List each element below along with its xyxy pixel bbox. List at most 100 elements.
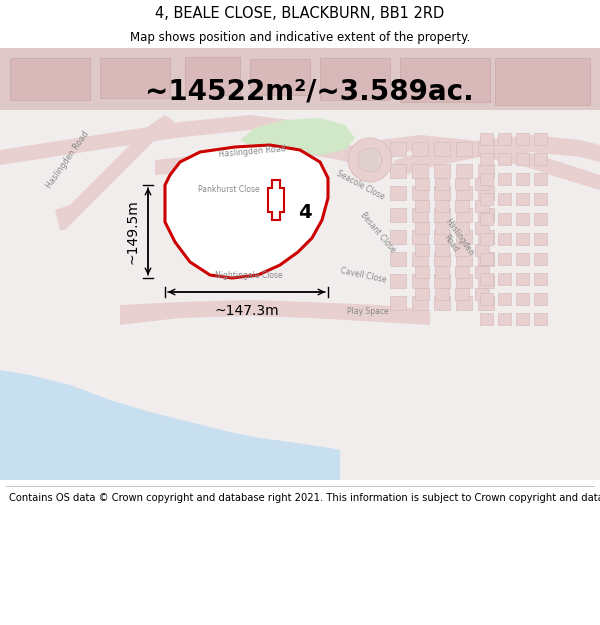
Text: Seacole Close: Seacole Close	[335, 169, 386, 201]
Bar	[475, 288, 489, 300]
Bar	[456, 296, 472, 310]
Text: 4, BEALE CLOSE, BLACKBURN, BB1 2RD: 4, BEALE CLOSE, BLACKBURN, BB1 2RD	[155, 6, 445, 21]
Bar	[412, 274, 428, 288]
Bar	[415, 200, 429, 212]
Bar	[390, 186, 406, 200]
Bar	[415, 222, 429, 234]
Polygon shape	[155, 140, 370, 175]
Bar	[412, 208, 428, 222]
Bar	[516, 173, 529, 185]
Bar	[534, 173, 547, 185]
Text: ~149.5m: ~149.5m	[125, 199, 139, 264]
Bar	[320, 58, 390, 100]
Bar	[534, 153, 547, 165]
Bar	[435, 266, 449, 278]
Bar	[456, 230, 472, 244]
Bar	[390, 252, 406, 266]
Bar	[455, 200, 469, 212]
Bar	[390, 230, 406, 244]
Bar	[415, 288, 429, 300]
Bar	[400, 58, 490, 102]
Text: Cavell Close: Cavell Close	[340, 266, 388, 284]
Bar	[480, 173, 493, 185]
Bar	[480, 313, 493, 325]
Bar	[516, 253, 529, 265]
Bar	[498, 133, 511, 145]
Bar	[516, 133, 529, 145]
Bar	[534, 193, 547, 205]
Polygon shape	[224, 191, 248, 205]
Bar	[390, 164, 406, 178]
Bar	[456, 252, 472, 266]
Text: Pankhurst Close: Pankhurst Close	[198, 186, 260, 194]
Text: ~147.3m: ~147.3m	[214, 304, 279, 318]
Bar	[478, 208, 494, 222]
Text: Contains OS data © Crown copyright and database right 2021. This information is : Contains OS data © Crown copyright and d…	[9, 493, 600, 503]
Polygon shape	[198, 202, 218, 216]
Text: Nightingale Close: Nightingale Close	[215, 271, 283, 279]
Bar	[434, 142, 450, 156]
Bar	[498, 313, 511, 325]
Bar	[516, 233, 529, 245]
Polygon shape	[390, 135, 600, 177]
Bar	[455, 222, 469, 234]
Bar	[478, 274, 494, 288]
Bar	[475, 200, 489, 212]
Polygon shape	[0, 370, 340, 480]
Bar	[534, 253, 547, 265]
Bar	[435, 244, 449, 256]
Bar	[455, 244, 469, 256]
Bar	[516, 213, 529, 225]
Bar	[435, 222, 449, 234]
Bar	[480, 193, 493, 205]
Polygon shape	[254, 245, 270, 260]
Bar	[434, 274, 450, 288]
Polygon shape	[0, 115, 310, 180]
Bar	[534, 233, 547, 245]
Polygon shape	[254, 175, 272, 188]
Bar	[456, 208, 472, 222]
Polygon shape	[55, 115, 175, 230]
Text: Haslingden Road: Haslingden Road	[45, 130, 91, 190]
Bar	[475, 178, 489, 190]
Bar	[390, 208, 406, 222]
Bar	[455, 288, 469, 300]
Bar	[10, 58, 90, 100]
Bar	[516, 193, 529, 205]
Polygon shape	[177, 206, 192, 220]
Bar	[435, 200, 449, 212]
Bar	[498, 273, 511, 285]
Bar	[434, 252, 450, 266]
Text: Play Space: Play Space	[347, 308, 389, 316]
Bar	[456, 186, 472, 200]
Polygon shape	[224, 248, 248, 262]
Bar	[478, 164, 494, 178]
Bar	[434, 208, 450, 222]
Polygon shape	[177, 188, 192, 202]
Circle shape	[358, 148, 382, 172]
Bar	[480, 213, 493, 225]
Text: Haslingden
Road: Haslingden Road	[434, 217, 475, 263]
Bar	[412, 186, 428, 200]
Text: Besant Close: Besant Close	[358, 210, 397, 254]
Bar	[434, 164, 450, 178]
Polygon shape	[198, 222, 218, 236]
Bar	[390, 274, 406, 288]
Bar	[498, 153, 511, 165]
Bar	[475, 222, 489, 234]
Bar	[498, 213, 511, 225]
Text: Haslingden Road: Haslingden Road	[218, 144, 286, 159]
Bar	[498, 293, 511, 305]
Text: 4: 4	[298, 202, 312, 221]
Bar	[534, 213, 547, 225]
Polygon shape	[198, 184, 218, 198]
Bar	[534, 273, 547, 285]
Bar	[390, 296, 406, 310]
Bar	[516, 293, 529, 305]
Bar	[435, 178, 449, 190]
Bar	[434, 230, 450, 244]
Bar	[250, 59, 310, 95]
Text: Map shows position and indicative extent of the property.: Map shows position and indicative extent…	[130, 31, 470, 44]
Bar	[412, 164, 428, 178]
Bar	[475, 244, 489, 256]
